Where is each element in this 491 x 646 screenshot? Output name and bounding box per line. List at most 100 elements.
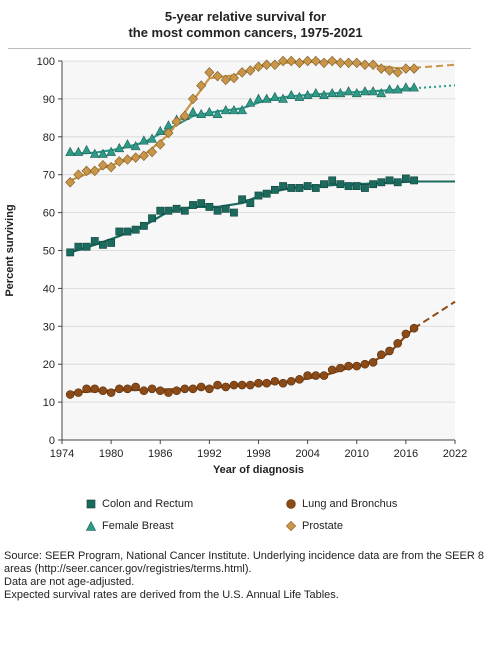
x-tick-label: 2004	[295, 448, 319, 460]
data-point	[155, 125, 166, 136]
data-point	[130, 141, 141, 151]
data-point	[352, 361, 362, 371]
data-point	[409, 323, 419, 333]
data-point	[114, 156, 125, 167]
x-tick-label: 2016	[394, 448, 418, 460]
data-point	[368, 358, 378, 367]
data-point	[254, 378, 263, 388]
chart-title: 5-year relative survival for the most co…	[0, 9, 491, 41]
data-point	[302, 89, 313, 100]
data-point	[253, 61, 264, 72]
data-point	[361, 184, 369, 192]
data-point	[278, 378, 288, 388]
data-point	[320, 180, 328, 189]
data-point	[205, 203, 214, 211]
data-point	[74, 388, 83, 397]
data-point	[139, 221, 148, 230]
data-point	[187, 93, 199, 105]
x-tick-label: 1992	[197, 448, 221, 460]
data-point	[278, 55, 289, 67]
data-point	[188, 106, 198, 117]
data-point	[344, 182, 353, 190]
source-line-1: Source: SEER Program, National Cancer In…	[4, 550, 484, 575]
data-point	[65, 390, 75, 399]
y-tick-label: 100	[37, 56, 55, 68]
data-point	[221, 204, 230, 213]
data-point	[385, 176, 394, 185]
data-point	[336, 363, 345, 373]
data-point	[147, 146, 158, 158]
y-tick-label: 30	[43, 321, 55, 333]
data-point	[139, 386, 149, 396]
legend-label: Colon and Rectum	[102, 498, 194, 510]
data-point	[180, 206, 189, 215]
data-point	[66, 248, 75, 257]
data-point	[343, 57, 354, 69]
data-point	[393, 339, 402, 348]
data-point	[123, 227, 132, 236]
data-point	[131, 382, 140, 392]
data-point	[237, 380, 247, 390]
data-point	[98, 386, 108, 396]
data-point	[89, 148, 100, 158]
data-point	[286, 376, 296, 386]
legend-item-female-breast: Female Breast	[86, 519, 174, 533]
data-point	[197, 199, 206, 208]
x-tick-label: 1986	[148, 448, 172, 460]
data-point	[287, 184, 296, 192]
data-point	[385, 346, 394, 356]
data-point	[163, 127, 174, 139]
data-point	[368, 59, 379, 71]
data-point	[81, 144, 92, 154]
data-point	[164, 388, 173, 397]
data-point	[138, 150, 149, 161]
y-tick-label: 20	[43, 359, 55, 371]
data-point	[335, 57, 346, 69]
data-point	[384, 84, 395, 94]
data-point	[156, 206, 165, 215]
source-note: Source: SEER Program, National Cancer In…	[4, 550, 489, 602]
data-point	[179, 110, 190, 122]
data-point	[115, 384, 124, 394]
axes: 0 10 20 30 40 50 60 70 80 90 100 1974 1980 1986 1992 19…	[37, 56, 468, 460]
projection-line	[413, 300, 456, 330]
data-point	[311, 371, 321, 380]
data-point	[98, 148, 108, 158]
data-point	[229, 380, 239, 390]
data-point	[368, 86, 379, 96]
data-point	[377, 178, 386, 187]
data-point	[409, 82, 419, 92]
data-point	[359, 59, 370, 71]
data-point	[254, 191, 263, 200]
data-point	[269, 59, 280, 71]
data-point	[212, 70, 223, 82]
data-point	[230, 208, 238, 217]
series-prostate	[65, 55, 456, 188]
data-point	[261, 93, 272, 103]
data-point	[246, 199, 255, 208]
y-tick-label: 0	[49, 435, 55, 447]
data-point	[327, 87, 338, 98]
data-point	[310, 87, 321, 98]
data-point	[351, 57, 362, 69]
data-point	[148, 214, 156, 223]
y-tick-label: 70	[43, 170, 55, 182]
data-point	[90, 384, 100, 394]
data-point	[204, 67, 215, 78]
data-point	[147, 133, 157, 143]
legend-item-lung-bronchus: Lung and Bronchus	[286, 497, 397, 511]
data-point	[344, 361, 353, 371]
data-point	[81, 165, 92, 177]
y-tick-label: 60	[43, 208, 55, 220]
data-point	[82, 384, 91, 394]
data-point	[393, 178, 402, 187]
data-point	[238, 195, 247, 204]
data-point	[377, 350, 386, 360]
data-point	[303, 371, 312, 380]
legend-label: Prostate	[302, 520, 343, 532]
data-point	[99, 240, 107, 249]
data-point	[400, 63, 411, 74]
data-point	[360, 86, 370, 96]
legend-item-prostate: Prostate	[286, 519, 343, 533]
survival-chart: 0 10 20 30 40 50 60 70 80 90 100 1974 1980 1986 1992 19…	[4, 55, 468, 476]
